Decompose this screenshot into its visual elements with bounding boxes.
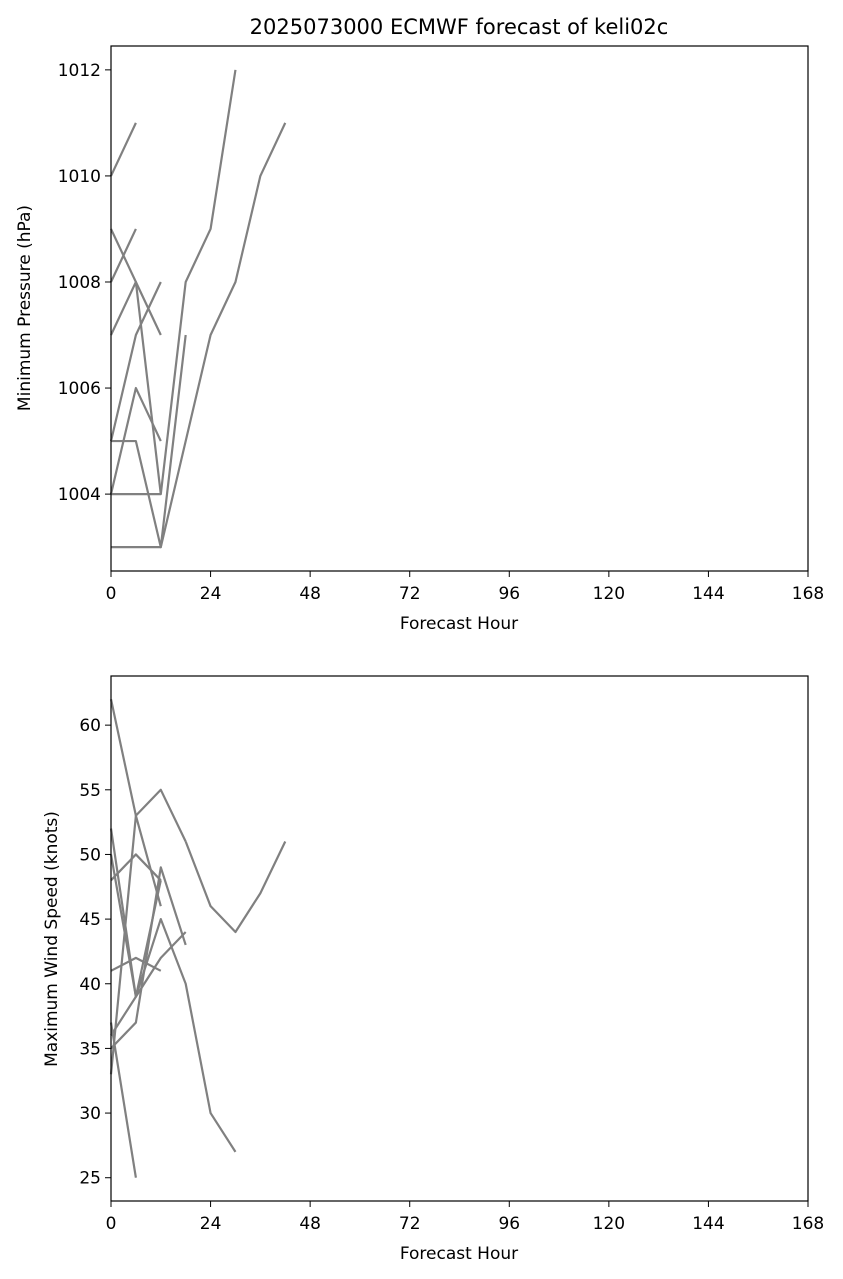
- wind-panel: Maximum Wind Speed (knots) Forecast Hour…: [42, 675, 824, 1264]
- wind-y-ticks: 25 30 35 40 45 50 55 60: [79, 716, 111, 1189]
- y-axis-label-wind: Maximum Wind Speed (knots): [42, 811, 62, 1067]
- pressure-series-line-8: [111, 69, 237, 496]
- wind-series-line-1: [109, 1022, 137, 1178]
- pressure-series-line-5: [109, 281, 162, 442]
- pressure-x-tick-label: 0: [106, 584, 117, 604]
- wind-y-tick-label: 35: [79, 1039, 101, 1059]
- wind-series-line-8: [110, 931, 187, 1037]
- pressure-y-tick-label: 1006: [58, 379, 101, 399]
- wind-y-tick-label: 45: [79, 910, 101, 930]
- wind-series-line-7: [110, 866, 187, 1050]
- wind-y-tick-label: 40: [79, 975, 101, 995]
- wind-series-group: [109, 699, 287, 1178]
- pressure-y-tick-label: 1004: [58, 485, 101, 505]
- pressure-y-tick-label: 1012: [58, 61, 101, 81]
- pressure-series-line-9: [111, 122, 287, 549]
- wind-x-tick-label: 24: [200, 1214, 222, 1234]
- wind-series-line-10: [184, 841, 287, 934]
- wind-series-line-5: [110, 956, 162, 972]
- wind-series-line-9: [109, 854, 237, 1153]
- pressure-x-tick-label: 48: [299, 584, 321, 604]
- pressure-series-group: [109, 69, 287, 549]
- x-axis-label-wind: Forecast Hour: [400, 1244, 518, 1264]
- wind-y-tick-label: 30: [79, 1104, 101, 1124]
- pressure-x-tick-label: 120: [593, 584, 625, 604]
- pressure-x-tick-label: 24: [200, 584, 222, 604]
- y-axis-label-pressure: Minimum Pressure (hPa): [15, 205, 35, 411]
- wind-y-tick-label: 60: [79, 716, 101, 736]
- x-axis-label-pressure: Forecast Hour: [400, 614, 518, 634]
- wind-axes-frame: [110, 675, 809, 1202]
- pressure-y-tick-label: 1010: [58, 167, 101, 187]
- pressure-x-ticks: 0 24 48 72 96 120 144 168: [106, 571, 824, 604]
- pressure-series-line-6: [109, 386, 162, 495]
- wind-x-tick-label: 144: [692, 1214, 724, 1234]
- pressure-x-tick-label: 168: [792, 584, 824, 604]
- wind-x-tick-label: 120: [593, 1214, 625, 1234]
- wind-series-line-6: [109, 788, 187, 1075]
- pressure-series-line-1: [110, 122, 137, 177]
- pressure-panel: 2025073000 ECMWF forecast of keli02c Min…: [15, 15, 824, 634]
- wind-x-tick-label: 168: [792, 1214, 824, 1234]
- wind-y-tick-label: 55: [79, 781, 101, 801]
- pressure-axes-frame: [110, 45, 809, 572]
- pressure-y-ticks: 1004 1006 1008 1010 1012: [58, 61, 111, 505]
- wind-x-tick-label: 72: [399, 1214, 421, 1234]
- wind-y-tick-label: 50: [79, 845, 101, 865]
- wind-x-tick-label: 48: [299, 1214, 321, 1234]
- pressure-x-tick-label: 72: [399, 584, 421, 604]
- wind-x-tick-label: 0: [106, 1214, 117, 1234]
- pressure-x-tick-label: 96: [498, 584, 520, 604]
- wind-series-line-4: [110, 853, 162, 882]
- pressure-y-tick-label: 1008: [58, 273, 101, 293]
- wind-x-tick-label: 96: [498, 1214, 520, 1234]
- pressure-x-tick-label: 144: [692, 584, 724, 604]
- wind-x-ticks: 0 24 48 72 96 120 144 168: [106, 1201, 824, 1234]
- chart-title: 2025073000 ECMWF forecast of keli02c: [250, 15, 669, 39]
- wind-y-tick-label: 25: [79, 1169, 101, 1189]
